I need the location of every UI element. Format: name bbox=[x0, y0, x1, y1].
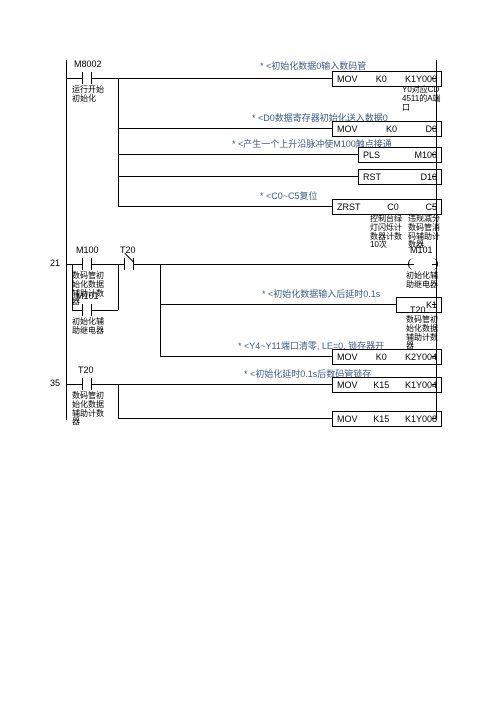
k: K1 bbox=[426, 300, 437, 310]
contact-t20-r2-sub: 数码管初 始化数据 辅助计数 器 bbox=[72, 392, 104, 427]
contact-m8002-sub: 运行开始 初始化 bbox=[72, 86, 104, 104]
mnem: ZRST bbox=[337, 202, 361, 212]
b: C5 bbox=[425, 202, 437, 212]
a: C0 bbox=[387, 202, 399, 212]
contact-m100 bbox=[78, 258, 96, 270]
op-rst-d10: RST D10 bbox=[358, 169, 442, 185]
op5-a-sub: 控制台绿 灯闪烁计 数器计数 10次 bbox=[370, 215, 402, 250]
dst: D10 bbox=[420, 172, 437, 182]
mnem: MOV bbox=[337, 414, 358, 424]
src: K0 bbox=[386, 124, 397, 134]
contact-t20-nc bbox=[120, 258, 138, 270]
rung2-num: 35 bbox=[50, 378, 60, 388]
op-mov-k15-k1y008: MOV K15 K1Y008 bbox=[332, 411, 442, 427]
op-mov-k0-d0: MOV K0 D0 bbox=[332, 121, 442, 137]
mnem: MOV bbox=[337, 380, 358, 390]
coil-m101-sub: 初始化辅 助继电器 bbox=[406, 272, 438, 290]
contact-m8002 bbox=[78, 72, 96, 84]
dst: K1Y000 bbox=[405, 74, 437, 84]
dst: K1Y008 bbox=[405, 414, 437, 424]
dst: D0 bbox=[425, 124, 437, 134]
src: K15 bbox=[373, 414, 389, 424]
contact-t20-r2 bbox=[78, 378, 96, 390]
mnem: PLS bbox=[363, 150, 380, 160]
mnem: MOV bbox=[337, 124, 358, 134]
contact-m101-sub: 初始化辅 助继电器 bbox=[72, 318, 104, 336]
op-mov-k0-k2y004: MOV K0 K2Y004 bbox=[332, 349, 442, 365]
contact-m8002-label: M8002 bbox=[74, 60, 102, 70]
op-t20-sub: 数码管初 始化数据 辅助计数 器 bbox=[406, 316, 438, 351]
comment-t20: * <初始化数据输入后延时0.1s bbox=[262, 290, 383, 300]
op-mov-k15-k1y004: MOV K15 K1Y004 bbox=[332, 377, 442, 393]
dst: M100 bbox=[414, 150, 437, 160]
contact-m100-sub: 数码管初 始化数据 辅助计数 器 bbox=[72, 272, 104, 307]
coil-m101-label: M101 bbox=[410, 246, 433, 256]
op-zrst-c0-c5: ZRST C0 C5 bbox=[332, 199, 442, 215]
dst: K1Y004 bbox=[405, 380, 437, 390]
mnem: MOV bbox=[337, 74, 358, 84]
contact-t20-label: T20 bbox=[120, 246, 136, 256]
ladder-diagram: M8002 运行开始 初始化 * <初始化数据0输入数码管 MOV K0 K1Y… bbox=[0, 0, 504, 713]
dst: K2Y004 bbox=[405, 352, 437, 362]
mnem: RST bbox=[363, 172, 381, 182]
contact-m101 bbox=[78, 304, 96, 316]
contact-m100-label: M100 bbox=[76, 246, 99, 256]
src: K15 bbox=[373, 380, 389, 390]
comment-zrst: * <C0~C5复位 bbox=[260, 192, 323, 202]
contact-m101-label: M101 bbox=[76, 292, 99, 302]
op1-dst-sub: Y0对应CD 4511的A端 口 bbox=[402, 86, 441, 112]
src: K0 bbox=[376, 352, 387, 362]
src: K0 bbox=[376, 74, 387, 84]
mnem: MOV bbox=[337, 352, 358, 362]
op-pls-m100: PLS M100 bbox=[358, 147, 442, 163]
contact-t20-r2-label: T20 bbox=[78, 366, 94, 376]
rung1-num: 21 bbox=[50, 258, 60, 268]
